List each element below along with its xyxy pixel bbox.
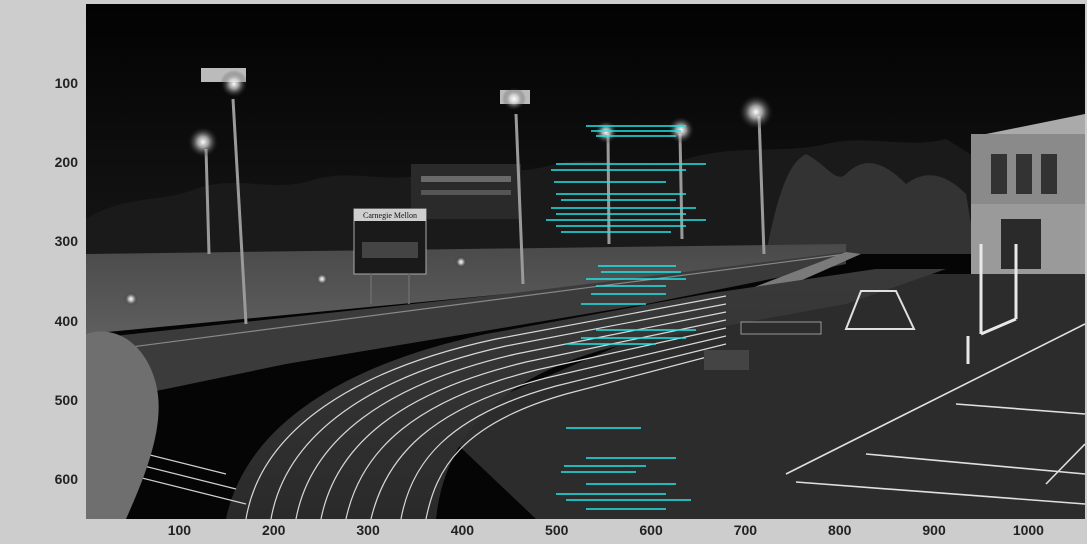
y-tick-label: 100 bbox=[54, 74, 78, 91]
x-tick-label: 700 bbox=[733, 522, 758, 538]
hurdles bbox=[740, 321, 822, 335]
x-tick-label: 100 bbox=[167, 522, 192, 538]
hill-embankment bbox=[86, 252, 846, 404]
goal-post bbox=[966, 244, 1018, 364]
x-tick-label: 600 bbox=[639, 522, 663, 538]
running-track bbox=[226, 269, 946, 519]
image-axes: Carnegie Mellon bbox=[86, 4, 1085, 519]
y-tick-label: 200 bbox=[54, 153, 78, 170]
x-tick-label: 900 bbox=[922, 522, 946, 538]
x-tick-label: 1000 bbox=[1012, 522, 1044, 538]
trees-right bbox=[766, 154, 976, 254]
bush-left bbox=[86, 331, 159, 519]
x-tick-label: 400 bbox=[450, 522, 475, 538]
track-lanes bbox=[245, 295, 727, 519]
y-tick-label: 400 bbox=[54, 312, 78, 329]
stadium-image: Carnegie Mellon bbox=[86, 4, 1085, 519]
x-tick-label: 200 bbox=[262, 522, 286, 538]
scoreboard-label: Carnegie Mellon bbox=[363, 211, 417, 220]
y-tick-label: 300 bbox=[54, 233, 78, 250]
stadium-lights bbox=[124, 70, 774, 306]
y-tick-label: 500 bbox=[54, 391, 78, 408]
y-tick-label: 600 bbox=[54, 471, 78, 488]
goal-net bbox=[844, 290, 916, 330]
x-tick-label: 300 bbox=[356, 522, 380, 538]
feature-lines-overlay bbox=[546, 125, 706, 510]
x-tick-label: 800 bbox=[828, 522, 852, 538]
x-tick-label: 500 bbox=[545, 522, 569, 538]
field-lines bbox=[785, 323, 1085, 505]
